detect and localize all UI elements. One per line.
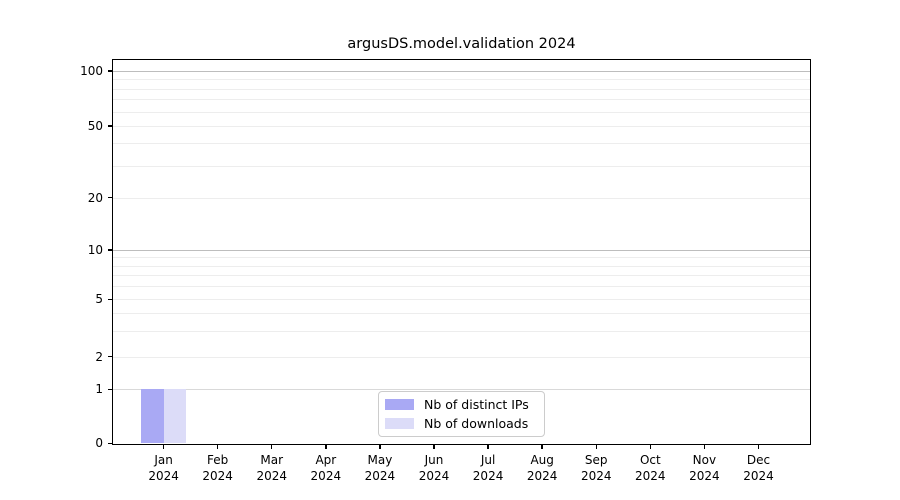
x-tick-label: Mar 2024 (240, 453, 304, 484)
x-tick-month: Sep (584, 453, 608, 468)
x-tick-mark (487, 444, 489, 450)
y-gridline-minor (113, 286, 810, 288)
plot-area-border (112, 58, 811, 445)
x-tick-year: 2024 (743, 468, 774, 483)
y-gridline-major (113, 71, 810, 72)
x-tick-year: 2024 (364, 468, 396, 483)
x-tick-label: Jan 2024 (132, 453, 196, 484)
x-tick-mark (703, 444, 706, 450)
x-tick-year: 2024 (472, 468, 504, 483)
x-tick-year: 2024 (310, 468, 342, 483)
y-tick-label: 1 (95, 382, 103, 397)
x-tick-mark (541, 444, 543, 450)
y-gridline-minor (113, 356, 810, 358)
y-gridline-minor (113, 275, 810, 277)
x-tick-year: 2024 (418, 468, 450, 483)
x-tick-label: Nov 2024 (672, 453, 736, 484)
x-tick-label: Jul 2024 (456, 453, 520, 484)
y-gridline-major (113, 389, 810, 391)
legend: Nb of distinct IPs Nb of downloads (378, 391, 545, 437)
x-tick-month: Nov (692, 453, 717, 468)
x-tick-mark (216, 444, 219, 450)
x-tick-year: 2024 (635, 468, 666, 483)
y-gridline-minor (113, 111, 810, 113)
y-gridline-minor (113, 79, 810, 81)
x-tick-mark (325, 444, 327, 450)
x-tick-mark (271, 444, 273, 450)
legend-label-downloads: Nb of downloads (424, 416, 529, 431)
y-tick-mark (107, 356, 112, 358)
y-tick-label: 50 (87, 119, 103, 133)
y-gridline-minor (113, 143, 810, 145)
y-tick-mark (107, 197, 112, 199)
x-tick-mark (433, 444, 435, 450)
y-tick-label: 10 (87, 243, 103, 257)
x-tick-label: Dec 2024 (726, 453, 790, 484)
y-tick-label: 2 (95, 349, 103, 364)
x-tick-mark (595, 444, 597, 450)
y-tick-label: 20 (87, 190, 103, 205)
x-tick-month: Jan (154, 453, 173, 468)
y-gridline-minor (113, 165, 810, 167)
y-tick-mark (107, 388, 112, 390)
y-gridline-minor (113, 88, 810, 90)
y-gridline-minor (113, 99, 810, 101)
x-tick-month: Aug (530, 453, 554, 468)
y-gridline-major (113, 250, 810, 251)
y-gridline-minor (113, 197, 810, 199)
legend-item-distinct-ips: Nb of distinct IPs (385, 397, 536, 412)
x-tick-label: Sep 2024 (564, 453, 628, 484)
bar-distinct-ips (141, 389, 164, 444)
y-tick-label: 100 (80, 64, 103, 78)
x-tick-mark (162, 444, 165, 450)
legend-item-downloads: Nb of downloads (385, 416, 536, 431)
legend-swatch-downloads (385, 418, 414, 429)
x-tick-label: Oct 2024 (618, 453, 682, 484)
chart-title: argusDS.model.validation 2024 (347, 36, 576, 52)
x-tick-year: 2024 (580, 468, 612, 483)
y-tick-mark (107, 125, 112, 127)
x-tick-month: Mar (260, 453, 284, 468)
x-tick-label: May 2024 (348, 453, 412, 484)
x-tick-mark (649, 444, 651, 450)
y-tick-mark (107, 298, 112, 300)
x-tick-month: Dec (746, 453, 771, 468)
x-tick-month: Feb (207, 453, 229, 468)
x-tick-label: Feb 2024 (186, 453, 250, 484)
y-tick-mark (107, 442, 112, 444)
y-tick-mark (107, 249, 112, 251)
x-tick-month: Jun (424, 453, 444, 468)
x-tick-year: 2024 (148, 468, 179, 483)
x-tick-mark (757, 444, 760, 450)
y-tick-label: 5 (95, 292, 103, 307)
y-gridline-minor (113, 257, 810, 259)
x-tick-month: Jul (480, 453, 496, 468)
x-tick-month: Apr (315, 453, 337, 468)
x-tick-year: 2024 (689, 468, 720, 483)
x-tick-year: 2024 (202, 468, 233, 483)
y-tick-label: 0 (95, 436, 103, 451)
legend-swatch-distinct-ips (385, 399, 414, 410)
y-tick-mark (107, 70, 112, 72)
x-tick-mark (379, 444, 381, 450)
x-tick-year: 2024 (526, 468, 558, 483)
y-gridline-minor (113, 126, 810, 127)
x-tick-month: May (367, 453, 393, 468)
legend-label-distinct-ips: Nb of distinct IPs (424, 397, 529, 412)
x-tick-year: 2024 (256, 468, 288, 483)
y-gridline-minor (113, 265, 810, 267)
x-tick-label: Jun 2024 (402, 453, 466, 484)
bar-downloads (163, 389, 186, 444)
x-tick-month: Oct (639, 453, 661, 468)
y-gridline-minor (113, 313, 810, 315)
y-gridline-minor (113, 331, 810, 333)
x-tick-label: Aug 2024 (510, 453, 574, 484)
y-gridline-minor (113, 299, 810, 301)
x-tick-label: Apr 2024 (294, 453, 358, 484)
